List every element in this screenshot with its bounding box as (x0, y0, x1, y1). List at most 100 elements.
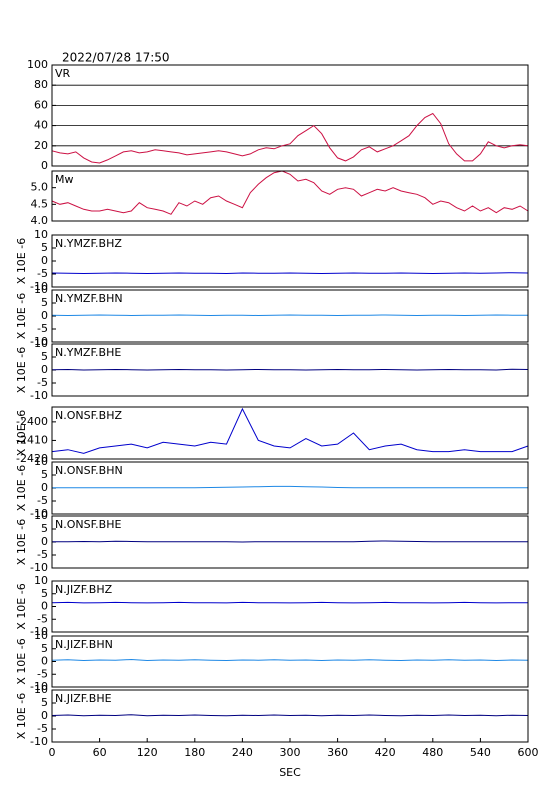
y-tick-label: -2420 (16, 452, 48, 465)
y-tick-label: 0 (41, 481, 48, 494)
panel-label: Mw (55, 173, 74, 186)
x-tick-label: 540 (470, 746, 491, 759)
panel-frame (51, 343, 529, 397)
y-tick-label: 5 (41, 696, 48, 709)
trace (51, 714, 529, 717)
x-tick-label: 600 (518, 746, 539, 759)
y-tick-label: 5 (41, 468, 48, 481)
trace (51, 601, 528, 604)
y-tick-label: 5 (41, 350, 48, 363)
y-axis-label: X 10E -6 (15, 638, 28, 684)
y-tick-label: 5 (41, 241, 48, 254)
y-tick-label: 5 (41, 642, 48, 655)
x-tick-label: 60 (93, 746, 107, 759)
y-tick-label: 0 (41, 600, 48, 613)
y-tick-label: -2400 (16, 415, 48, 428)
y-tick-label: -5 (37, 494, 48, 507)
y-tick-label: 4.5 (31, 197, 49, 210)
panel-label: N.ONSF.BHE (55, 518, 121, 531)
y-tick-label: -10 (30, 280, 48, 293)
panel-label: N.ONSF.BHN (55, 464, 123, 477)
panel-label: VR (55, 67, 71, 80)
y-axis-label: X 10E -6 (15, 293, 28, 339)
y-axis-label: X 10E -6 (15, 693, 28, 739)
y-tick-label: 0 (41, 309, 48, 322)
trace (51, 407, 529, 454)
y-tick-label: 4.0 (31, 214, 49, 227)
x-tick-label: 480 (422, 746, 443, 759)
y-tick-label: 0 (41, 254, 48, 267)
y-tick-label: -5 (37, 267, 48, 280)
y-tick-label: -10 (30, 507, 48, 520)
y-tick-label: -10 (30, 335, 48, 348)
y-axis-label: X 10E -6 (15, 519, 28, 565)
panel-frame (51, 234, 529, 288)
y-tick-label: 0 (41, 655, 48, 668)
y-tick-label: 0 (41, 709, 48, 722)
y-tick-label: 10 (34, 228, 48, 241)
panel-frame (51, 289, 529, 343)
chart-title: 2022/07/28 17:50 (62, 51, 170, 65)
x-tick-label: 300 (280, 746, 301, 759)
y-tick-label: -10 (30, 561, 48, 574)
trace (51, 170, 529, 215)
y-axis-label: X 10E -6 (15, 238, 28, 284)
panel-frame (51, 515, 529, 569)
y-tick-label: -5 (37, 322, 48, 335)
y-tick-label: -5 (37, 667, 48, 680)
y-tick-label: 0 (41, 159, 48, 172)
panel-frame (51, 580, 529, 633)
panel-label: N.JIZF.BHZ (55, 583, 113, 596)
x-tick-label: 180 (184, 746, 205, 759)
x-tick-label: 0 (49, 746, 56, 759)
trace (51, 314, 528, 317)
y-tick-label: -10 (30, 625, 48, 638)
y-tick-label: 40 (34, 119, 48, 132)
panel-label: N.ONSF.BHZ (55, 409, 122, 422)
x-tick-label: 360 (327, 746, 348, 759)
panel-label: N.YMZF.BHZ (55, 237, 122, 250)
panel-label: N.YMZF.BHE (55, 346, 121, 359)
y-axis-label: X 10E -6 (15, 465, 28, 511)
y-tick-label: 10 (34, 629, 48, 642)
y-tick-label: 10 (34, 283, 48, 296)
y-tick-label: 5.0 (31, 181, 49, 194)
y-axis-label: X 10E -6 (15, 583, 28, 629)
y-axis-label: X 10E -6 (15, 347, 28, 393)
y-tick-label: -5 (37, 612, 48, 625)
y-tick-label: -10 (30, 680, 48, 693)
panel-frame (51, 64, 529, 167)
panel-label: N.YMZF.BHN (55, 292, 123, 305)
y-tick-label: 20 (34, 139, 48, 152)
y-tick-label: -5 (37, 722, 48, 735)
y-tick-label: 10 (34, 455, 48, 468)
y-tick-label: 10 (34, 683, 48, 696)
x-axis-label: SEC (279, 766, 301, 779)
y-tick-label: -5 (37, 548, 48, 561)
y-tick-label: -5 (37, 376, 48, 389)
y-tick-label: 100 (27, 58, 48, 71)
y-tick-label: 10 (34, 509, 48, 522)
panel-frame (51, 635, 529, 688)
x-tick-label: 420 (375, 746, 396, 759)
trace (51, 112, 529, 164)
trace (51, 368, 529, 371)
trace (51, 658, 529, 662)
panel-label: N.JIZF.BHN (55, 638, 113, 651)
y-axis-label: X 10E -6 (15, 410, 28, 456)
x-tick-label: 120 (137, 746, 158, 759)
y-tick-label: 5 (41, 587, 48, 600)
y-tick-label: -10 (30, 735, 48, 748)
trace (52, 485, 528, 489)
x-tick-label: 240 (232, 746, 253, 759)
y-tick-label: 10 (34, 337, 48, 350)
y-tick-label: -10 (30, 389, 48, 402)
panel-frame (51, 406, 529, 460)
y-tick-label: 0 (41, 363, 48, 376)
y-tick-label: 80 (34, 78, 48, 91)
y-tick-label: 10 (34, 574, 48, 587)
y-tick-label: 0 (41, 535, 48, 548)
y-tick-label: 60 (34, 98, 48, 111)
